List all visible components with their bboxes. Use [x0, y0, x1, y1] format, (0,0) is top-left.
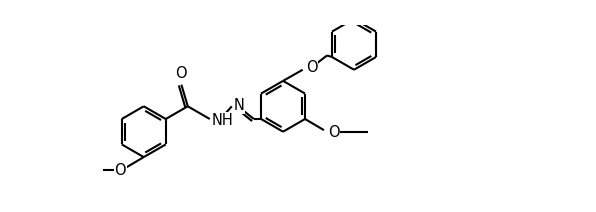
Text: O: O [176, 66, 187, 81]
Text: O: O [114, 163, 126, 178]
Text: O: O [328, 125, 340, 140]
Text: NH: NH [212, 113, 233, 128]
Text: O: O [306, 60, 318, 75]
Text: N: N [233, 98, 244, 113]
